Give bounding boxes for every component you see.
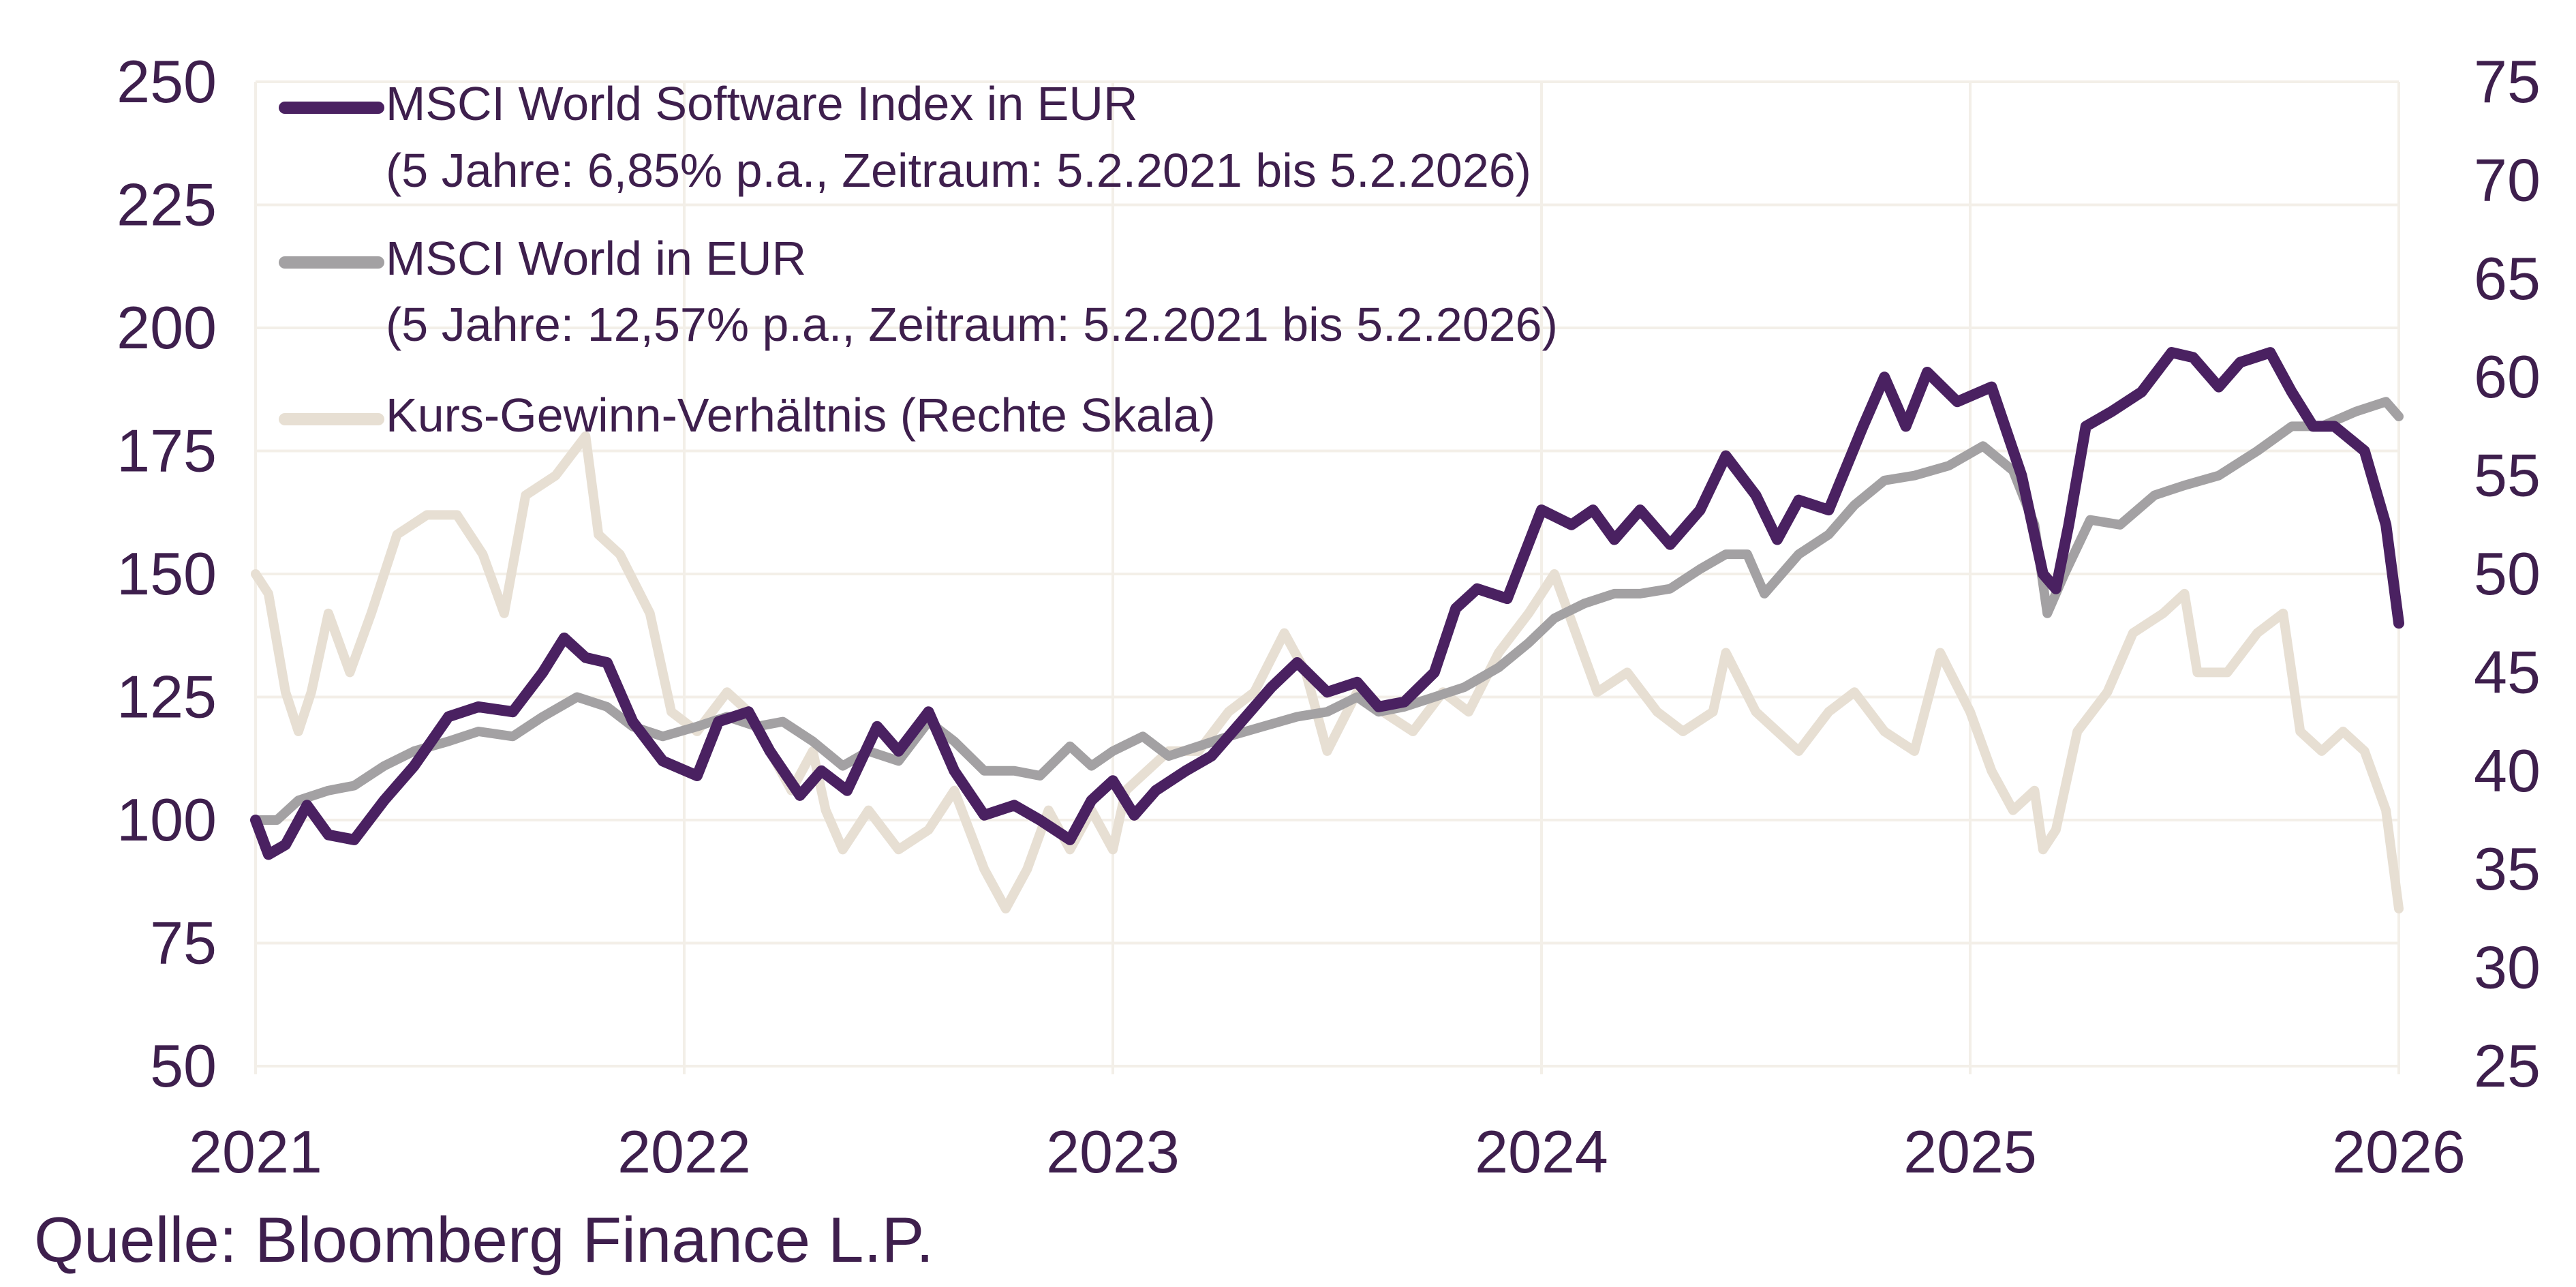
right-tick-label: 45 bbox=[2474, 638, 2541, 706]
left-tick-label: 75 bbox=[150, 909, 217, 977]
right-tick-label: 30 bbox=[2474, 934, 2541, 1001]
series-lines bbox=[250, 347, 2404, 913]
x-tick-label: 2023 bbox=[1046, 1118, 1180, 1185]
left-tick-label: 225 bbox=[117, 171, 217, 239]
legend-label-1: MSCI World Software Index in EUR bbox=[386, 77, 1138, 130]
right-tick-label: 65 bbox=[2474, 245, 2541, 312]
left-axis: 250 225 200 175 150 125 100 75 50 bbox=[117, 48, 217, 1100]
legend-label-3: Kurs-Gewinn-Verhältnis (Rechte Skala) bbox=[386, 389, 1216, 442]
source-note: Quelle: Bloomberg Finance L.P. bbox=[34, 1204, 934, 1275]
legend-note-1: (5 Jahre: 6,85% p.a., Zeitraum: 5.2.2021… bbox=[386, 144, 1531, 197]
right-tick-label: 40 bbox=[2474, 737, 2541, 804]
x-axis: 2021 2022 2023 2024 2025 2026 bbox=[189, 1118, 2466, 1185]
x-tick-label: 2025 bbox=[1903, 1118, 2037, 1185]
right-axis: 75 70 65 60 55 50 45 40 35 30 25 bbox=[2474, 48, 2541, 1100]
left-tick-label: 250 bbox=[117, 48, 217, 115]
right-tick-label: 70 bbox=[2474, 146, 2541, 213]
legend-label-2: MSCI World in EUR bbox=[386, 232, 806, 285]
left-tick-label: 200 bbox=[117, 294, 217, 361]
left-tick-label: 125 bbox=[117, 663, 217, 731]
series-line-3 bbox=[251, 431, 2404, 913]
legend-note-2: (5 Jahre: 12,57% p.a., Zeitraum: 5.2.202… bbox=[386, 298, 1558, 351]
legend: MSCI World Software Index in EUR (5 Jahre… bbox=[279, 77, 1558, 442]
x-tick-label: 2022 bbox=[617, 1118, 751, 1185]
right-tick-label: 60 bbox=[2474, 343, 2541, 410]
x-tick-label: 2024 bbox=[1475, 1118, 1608, 1185]
left-tick-label: 100 bbox=[117, 786, 217, 853]
left-tick-label: 150 bbox=[117, 540, 217, 607]
right-tick-label: 55 bbox=[2474, 442, 2541, 509]
right-tick-label: 75 bbox=[2474, 48, 2541, 115]
right-tick-label: 25 bbox=[2474, 1032, 2541, 1100]
gridlines bbox=[254, 80, 2400, 1074]
left-tick-label: 50 bbox=[150, 1032, 217, 1100]
x-tick-label: 2026 bbox=[2332, 1118, 2466, 1185]
right-tick-label: 50 bbox=[2474, 540, 2541, 607]
series-line-1 bbox=[250, 347, 2404, 860]
x-tick-label: 2021 bbox=[189, 1118, 322, 1185]
left-tick-label: 175 bbox=[117, 417, 217, 485]
right-tick-label: 35 bbox=[2474, 835, 2541, 903]
